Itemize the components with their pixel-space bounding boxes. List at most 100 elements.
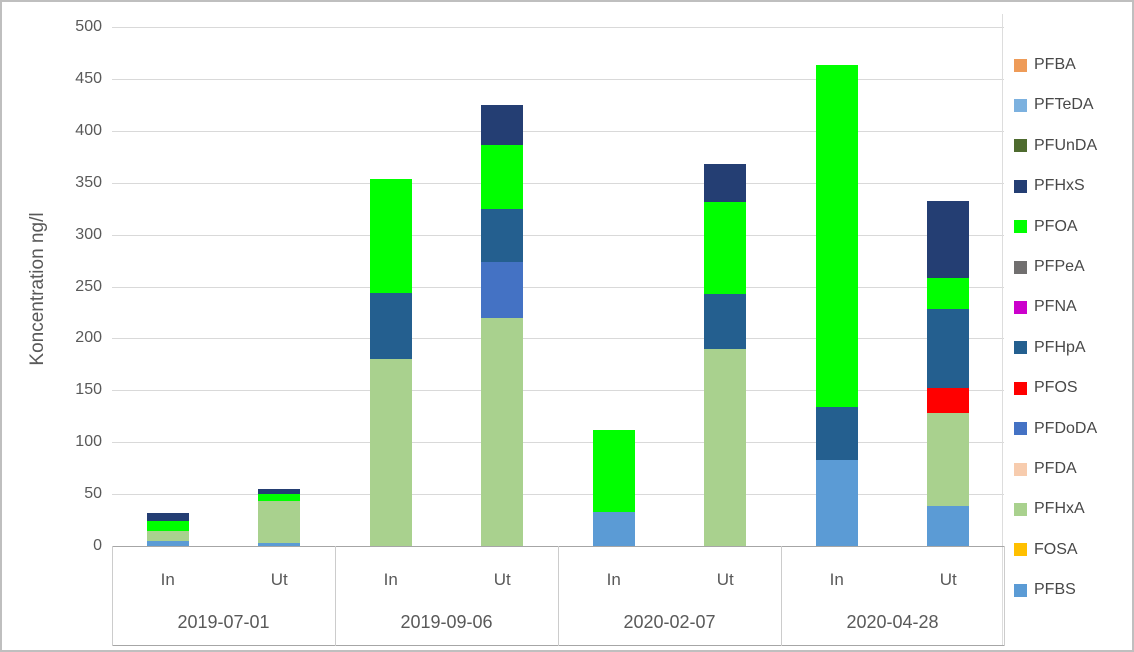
bar-segment-pfoa <box>927 278 970 310</box>
legend-swatch-icon <box>1014 341 1027 355</box>
legend-label: PFHxS <box>1034 177 1085 195</box>
y-tick-label: 100 <box>75 433 102 451</box>
group-separator <box>781 546 782 646</box>
legend-swatch-icon <box>1014 139 1027 153</box>
gridline <box>112 78 1004 80</box>
group-label: 2019-07-01 <box>177 612 270 632</box>
legend-label: PFOS <box>1034 379 1078 397</box>
legend-swatch-icon <box>1014 543 1027 557</box>
y-tick-label: 0 <box>93 537 102 554</box>
y-tick-label: 50 <box>84 485 102 503</box>
legend-label: PFOA <box>1034 217 1078 235</box>
bar-segment-pfhxa <box>481 317 524 546</box>
gridline <box>112 286 1004 288</box>
bar-sublabel: In <box>160 570 175 589</box>
bar-segment-pfoa <box>369 178 412 293</box>
legend-item-pfhxa: PFHxA <box>1014 500 1085 518</box>
group-separator <box>1004 546 1005 646</box>
y-tick-label: 450 <box>75 69 102 87</box>
legend-item-pfteda: PFTeDA <box>1014 96 1094 114</box>
legend-label: PFHpA <box>1034 338 1086 356</box>
bar-segment-pfdoda <box>481 261 524 318</box>
legend-label: PFHxA <box>1034 500 1085 518</box>
gridline <box>112 234 1004 236</box>
bar-sublabel: In <box>606 570 621 589</box>
legend-item-pfoa: PFOA <box>1014 217 1078 235</box>
legend-item-pfhxs: PFHxS <box>1014 177 1085 195</box>
legend-label: PFTeDA <box>1034 96 1094 114</box>
legend-label: FOSA <box>1034 540 1078 558</box>
group-label: 2019-09-06 <box>400 612 493 632</box>
gridline <box>112 442 1004 444</box>
bar-segment-pfhpa <box>481 208 524 262</box>
legend-label: PFBA <box>1034 56 1076 73</box>
legend-swatch-icon <box>1014 260 1027 274</box>
group-separator <box>558 546 559 646</box>
bar-segment-pfbs <box>592 511 635 546</box>
legend-item-pfna: PFNA <box>1014 298 1077 316</box>
legend-swatch-icon <box>1014 58 1027 72</box>
legend-item-fosa: FOSA <box>1014 540 1078 558</box>
bar-segment-pfhxa <box>927 413 970 506</box>
bar-segment-pfhxa <box>704 348 747 546</box>
y-tick-label: 250 <box>75 277 102 295</box>
bar-segment-pfhxa <box>369 359 412 546</box>
bar-segment-pfoa <box>258 494 301 502</box>
gridline <box>112 338 1004 340</box>
group-label: 2020-02-07 <box>623 612 716 632</box>
legend-item-pfda: PFDA <box>1014 460 1077 477</box>
y-tick-label: 300 <box>75 225 102 243</box>
bar-segment-pfoa <box>815 65 858 407</box>
group-label: 2020-04-28 <box>846 612 939 632</box>
bar-segment-pfhpa <box>815 406 858 460</box>
bar-segment-pfhpa <box>369 292 412 360</box>
legend-item-pfos: PFOS <box>1014 379 1078 397</box>
bar-sublabel: Ut <box>716 570 734 589</box>
legend-label: PFNA <box>1034 298 1077 316</box>
bar-segment-pfhxs <box>704 164 747 203</box>
legend-item-pfpea: PFPeA <box>1014 258 1085 275</box>
gridline <box>112 182 1004 184</box>
legend-label: PFUnDA <box>1034 136 1098 154</box>
legend-label: PFDoDA <box>1034 419 1098 437</box>
bar-segment-pfhpa <box>927 309 970 389</box>
legend-swatch-icon <box>1014 220 1027 234</box>
bar-segment-pfos <box>927 388 970 414</box>
bar-sublabel: Ut <box>939 570 957 589</box>
pane-divider-line <box>1002 14 1003 646</box>
group-separator <box>112 546 113 646</box>
legend-swatch-icon <box>1014 422 1027 436</box>
legend-swatch-icon <box>1014 381 1027 395</box>
bar-segment-pfbs <box>146 540 189 546</box>
gridline <box>112 27 1004 28</box>
y-tick-label: 350 <box>75 173 102 191</box>
legend-swatch-icon <box>1014 98 1027 112</box>
gridline <box>112 494 1004 496</box>
group-separator <box>335 546 336 646</box>
bar-segment-pfhpa <box>704 293 747 349</box>
bar-segment-pfhxs <box>258 488 301 495</box>
gridline <box>112 390 1004 392</box>
legend-item-pfdoda: PFDoDA <box>1014 419 1098 437</box>
bar-segment-pfbs <box>258 542 301 546</box>
bar-segment-pfhxs <box>927 201 970 279</box>
bar-segment-pfoa <box>592 429 635 512</box>
legend-swatch-icon <box>1014 502 1027 516</box>
bar-sublabel: Ut <box>270 570 288 589</box>
y-tick-label: 200 <box>75 329 102 347</box>
bar-segment-pfbs <box>815 459 858 546</box>
legend-item-pfbs: PFBS <box>1014 581 1076 598</box>
bar-segment-pfhxa <box>146 531 189 541</box>
bar-segment-pfhxa <box>258 501 301 543</box>
bar-segment-pfoa <box>704 202 747 294</box>
bar-sublabel: In <box>383 570 398 589</box>
gridline <box>112 130 1004 132</box>
legend-label: PFPeA <box>1034 258 1085 275</box>
legend-item-pfhpa: PFHpA <box>1014 338 1086 356</box>
bar-segment-pfbs <box>927 505 970 546</box>
legend-swatch-icon <box>1014 300 1027 314</box>
legend-swatch-icon <box>1014 179 1027 193</box>
legend-swatch-icon <box>1014 462 1027 476</box>
legend-label: PFDA <box>1034 460 1077 477</box>
